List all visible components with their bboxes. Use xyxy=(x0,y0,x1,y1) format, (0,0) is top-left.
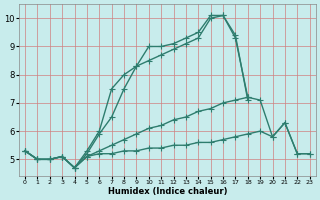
X-axis label: Humidex (Indice chaleur): Humidex (Indice chaleur) xyxy=(108,187,227,196)
